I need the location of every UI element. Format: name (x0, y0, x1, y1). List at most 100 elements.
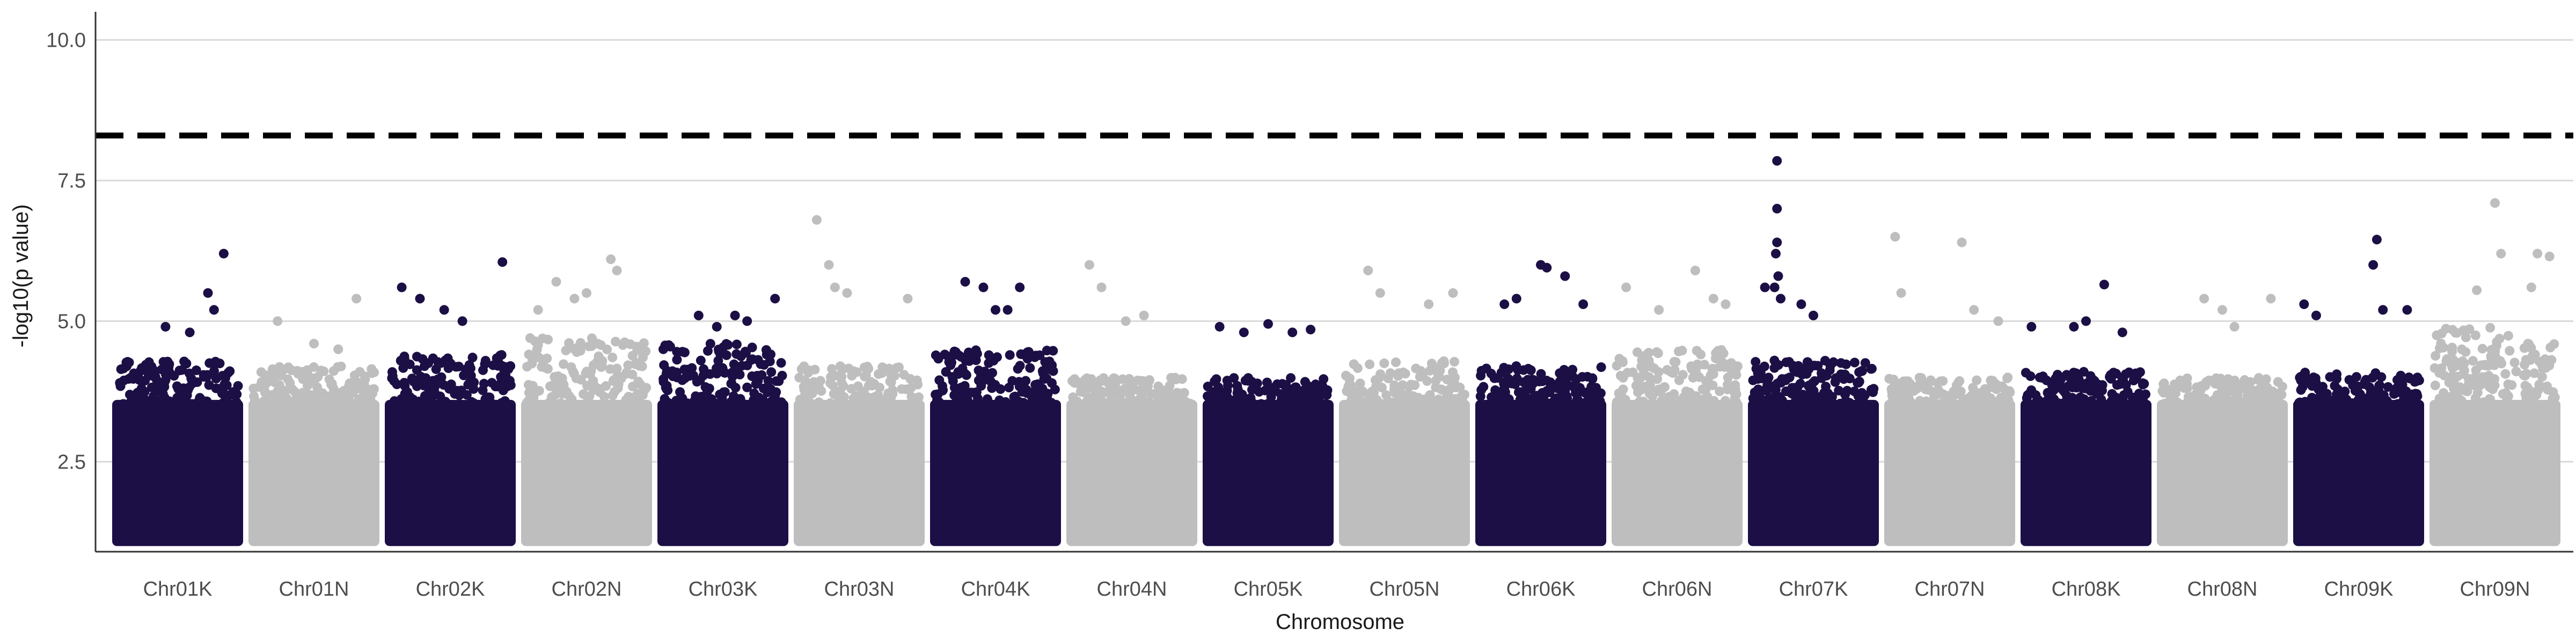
data-point (726, 397, 736, 407)
data-point (695, 375, 705, 385)
data-point (1243, 376, 1254, 386)
data-point (1286, 373, 1296, 383)
data-point (938, 385, 948, 396)
data-point (1751, 357, 1761, 367)
data-point (766, 405, 777, 415)
data-point (584, 341, 594, 352)
x-tick-label: Chr05N (1370, 578, 1440, 601)
peak-point (1096, 282, 1107, 292)
data-point (827, 364, 837, 374)
data-point (2505, 346, 2515, 356)
data-point (1081, 400, 1091, 411)
data-point (2112, 380, 2122, 390)
data-point (1222, 376, 1232, 386)
peak-point (612, 266, 622, 276)
data-point (731, 339, 742, 349)
data-point (1347, 393, 1357, 403)
data-point (2509, 357, 2520, 368)
data-point (1349, 359, 1359, 369)
data-point (796, 364, 807, 374)
data-point (144, 406, 154, 416)
data-point (210, 356, 221, 367)
data-point (2540, 354, 2550, 364)
chromosome-band-chr04n (1066, 260, 1197, 546)
data-point (2331, 404, 2341, 414)
data-point (611, 336, 621, 347)
data-point (1868, 387, 1878, 397)
data-point (899, 370, 909, 380)
data-point (1830, 377, 1840, 387)
data-point (305, 390, 315, 400)
x-tick-label: Chr01N (279, 578, 349, 601)
data-point (719, 401, 729, 411)
data-point (2545, 342, 2556, 353)
data-point (2548, 387, 2558, 397)
data-point (1385, 368, 1395, 378)
data-point (1867, 363, 1877, 374)
data-point (276, 370, 286, 380)
data-point (2490, 406, 2500, 416)
data-point (396, 356, 406, 366)
peak-point (770, 294, 780, 304)
data-point (1730, 380, 1740, 390)
data-point (1166, 372, 1176, 383)
point-cluster (2157, 400, 2288, 546)
data-point (2031, 390, 2041, 400)
data-point (1501, 406, 1511, 416)
peak-point (1578, 299, 1589, 309)
data-point (2487, 384, 2498, 394)
data-point (1723, 379, 1733, 390)
data-point (748, 354, 758, 364)
data-point (1145, 400, 1155, 410)
data-point (1649, 363, 1659, 374)
data-point (2470, 330, 2480, 340)
data-point (1968, 383, 1978, 393)
data-point (1406, 379, 1416, 390)
data-point (1649, 387, 1659, 398)
data-point (1070, 378, 1080, 388)
data-point (608, 353, 618, 363)
peak-point (1424, 299, 1434, 309)
data-point (541, 363, 551, 373)
data-point (1763, 372, 1774, 383)
data-point (2258, 387, 2268, 397)
peak-point (1560, 271, 1570, 281)
data-point (1756, 393, 1766, 404)
data-point (2430, 380, 2440, 391)
data-point (1287, 395, 1297, 405)
data-point (2483, 361, 2493, 371)
peak-point (1969, 305, 1979, 315)
data-point (1086, 376, 1096, 386)
peak-point (2199, 294, 2209, 304)
data-point (1769, 405, 1780, 415)
peak-point (1957, 237, 1967, 247)
peak-point (1239, 327, 1249, 338)
data-point (2376, 372, 2387, 382)
data-point (956, 382, 967, 392)
data-point (861, 401, 871, 412)
data-point (623, 360, 633, 370)
data-point (1172, 401, 1182, 412)
x-tick-label: Chr06K (1506, 578, 1576, 601)
peak-point (533, 305, 543, 315)
data-point (435, 391, 445, 401)
data-point (1572, 395, 1582, 405)
data-point (2253, 375, 2263, 385)
peak-point (1796, 299, 1806, 309)
data-point (2550, 401, 2560, 412)
data-point (1097, 375, 1107, 385)
data-point (1615, 406, 1625, 416)
data-point (1312, 405, 1322, 415)
data-point (627, 350, 638, 361)
data-point (1764, 380, 1774, 390)
data-point (2461, 332, 2471, 342)
data-point (2243, 396, 2253, 406)
data-point (2141, 400, 2151, 411)
data-point (114, 405, 125, 415)
data-point (274, 380, 284, 390)
data-point (336, 361, 346, 371)
peak-point (1084, 260, 1094, 270)
data-point (1644, 356, 1654, 366)
data-point (1422, 397, 1432, 407)
data-point (2463, 379, 2473, 389)
